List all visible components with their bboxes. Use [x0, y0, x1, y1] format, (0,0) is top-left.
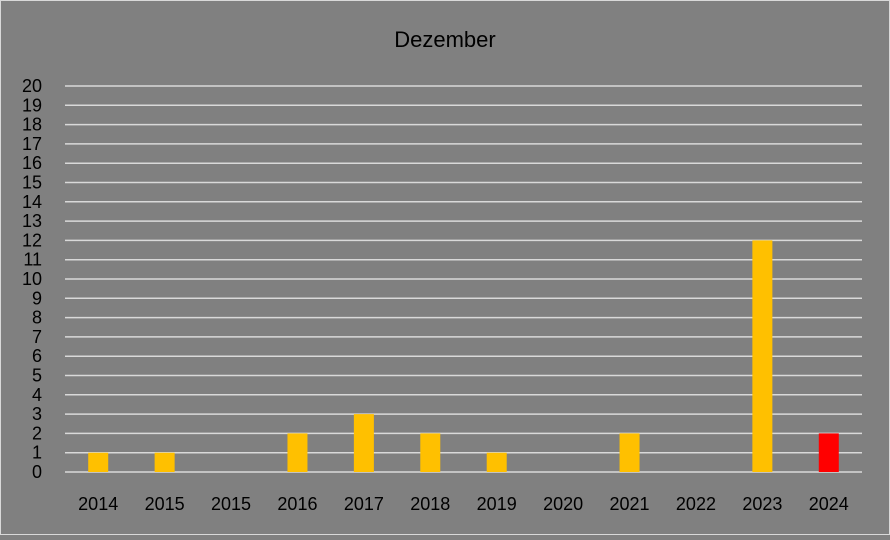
x-tick-label: 2015: [211, 494, 251, 514]
y-tick-label: 16: [22, 153, 42, 173]
bar-2016: [287, 433, 308, 472]
x-tick-label: 2024: [809, 494, 849, 514]
gridlines: [65, 85, 862, 473]
y-tick-label: 3: [32, 404, 42, 424]
y-tick-label: 0: [32, 462, 42, 482]
y-tick-label: 18: [22, 115, 42, 135]
y-tick-label: 9: [32, 288, 42, 308]
bar-2024: [818, 433, 839, 472]
x-tick-label: 2018: [410, 494, 450, 514]
x-tick-label: 2021: [610, 494, 650, 514]
bar-2023: [752, 240, 773, 472]
y-tick-label: 11: [23, 250, 42, 270]
bar-2021: [619, 433, 640, 472]
y-tick-label: 2: [32, 423, 42, 443]
bars: [88, 240, 839, 472]
y-tick-label: 6: [32, 346, 42, 366]
bar-2017: [353, 414, 374, 472]
y-tick-label: 7: [32, 327, 42, 347]
bar-2019: [486, 452, 507, 472]
y-tick-label: 19: [22, 95, 42, 115]
y-tick-label: 5: [32, 366, 42, 386]
y-tick-label: 4: [32, 385, 42, 405]
x-tick-label: 2016: [277, 494, 317, 514]
x-tick-label: 2015: [145, 494, 185, 514]
x-tick-label: 2014: [78, 494, 118, 514]
y-tick-label: 8: [32, 308, 42, 328]
y-tick-label: 20: [22, 76, 42, 96]
y-tick-label: 10: [22, 269, 42, 289]
y-tick-label: 1: [32, 443, 42, 463]
y-tick-label: 13: [22, 211, 42, 231]
x-tick-label: 2023: [742, 494, 782, 514]
y-tick-label: 12: [22, 230, 42, 250]
x-tick-label: 2022: [676, 494, 716, 514]
bar-2014: [88, 452, 109, 472]
y-tick-label: 14: [22, 192, 42, 212]
bar-2015: [154, 452, 175, 472]
x-tick-label: 2017: [344, 494, 384, 514]
bar-2018: [420, 433, 441, 472]
x-tick-label: 2019: [477, 494, 517, 514]
x-tick-label: 2020: [543, 494, 583, 514]
y-tick-label: 17: [22, 134, 42, 154]
y-tick-label: 15: [22, 173, 42, 193]
x-axis-ticks: 2014 2015 2015 2016 2017 2018 2019 2020 2021 2022…: [78, 494, 849, 514]
chart-title: Dezember: [394, 27, 495, 52]
